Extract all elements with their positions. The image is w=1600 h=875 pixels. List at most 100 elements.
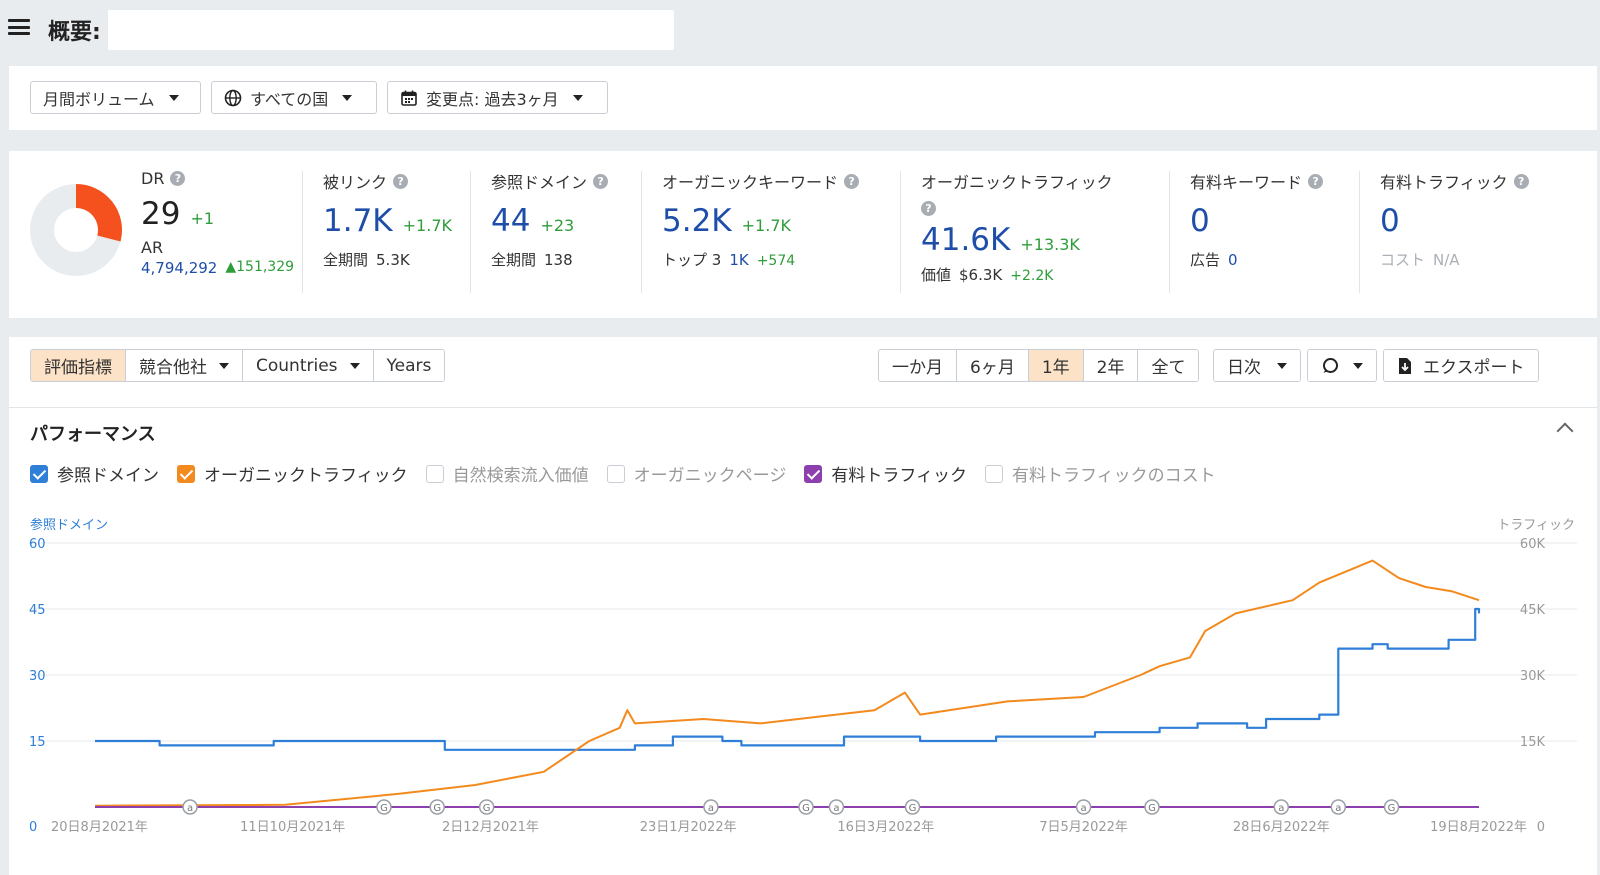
help-icon[interactable]: ? <box>844 173 860 189</box>
x-tick-label: 20日8月2021年 <box>51 820 148 835</box>
paid-traffic-sub-label: コスト <box>1380 251 1426 269</box>
legend-checkbox[interactable] <box>30 464 48 483</box>
annotation-marker <box>1273 799 1290 815</box>
annotation-label: a <box>187 803 193 814</box>
help-icon[interactable]: ? <box>170 171 186 186</box>
organic-traffic-label: オーガニックトラフィック <box>921 173 1113 192</box>
metric-paid-traffic: 有料トラフィック? 0 コスト N/A <box>1380 169 1570 295</box>
y-tick-right: 30K <box>1520 669 1546 684</box>
range-1month[interactable]: 一か月 <box>879 350 957 381</box>
refdomains-delta: +23 <box>540 216 575 235</box>
export-label: エクスポート <box>1423 358 1525 378</box>
chevron-up-icon[interactable] <box>1556 422 1574 440</box>
organic-traffic-sub-value: $6.3K <box>959 266 1003 284</box>
x-tick-label: 2日12月2021年 <box>442 820 539 835</box>
y-tick-left: 60 <box>29 537 46 552</box>
paid-traffic-sub-value: N/A <box>1433 251 1460 269</box>
legend-label: 有料トラフィック <box>831 466 968 486</box>
left-axis-title: 参照ドメイン <box>30 518 109 533</box>
range-all[interactable]: 全て <box>1138 350 1199 381</box>
legend-checkbox[interactable] <box>606 464 625 483</box>
tab-metrics[interactable]: 評価指標 <box>31 350 126 381</box>
y-tick-left: 0 <box>29 820 37 835</box>
organic-kw-delta: +1.7K <box>741 216 791 235</box>
legend-item[interactable]: 有料トラフィックのコスト <box>985 461 1216 486</box>
tab-competitors[interactable]: 競合他社 <box>126 350 243 381</box>
backlinks-value[interactable]: 1.7K <box>323 203 393 239</box>
annotation-marker <box>798 799 814 815</box>
organic-traffic-delta: +13.3K <box>1020 235 1080 254</box>
legend-item[interactable]: 有料トラフィック <box>804 461 967 486</box>
backlinks-delta: +1.7K <box>402 216 452 235</box>
help-icon[interactable]: ? <box>393 173 409 189</box>
top-bar: 概要: <box>0 0 1600 64</box>
paid-traffic-label: 有料トラフィック <box>1380 173 1508 192</box>
export-button[interactable]: エクスポート <box>1383 349 1539 382</box>
x-tick-label: 19日8月2022年 <box>1430 820 1527 835</box>
tab-countries[interactable]: Countries <box>243 350 374 381</box>
interval-label: 日次 <box>1227 358 1261 378</box>
metric-backlinks: 被リンク? 1.7K +1.7K 全期間 5.3K <box>323 169 473 295</box>
country-dropdown[interactable]: すべての国 <box>211 81 377 114</box>
dr-donut-chart <box>30 184 122 276</box>
annotation-marker <box>1075 799 1092 815</box>
organic-traffic-value[interactable]: 41.6K <box>921 222 1011 258</box>
annotation-marker <box>904 799 921 815</box>
range-6months[interactable]: 6ヶ月 <box>957 350 1029 381</box>
legend-item[interactable]: 参照ドメイン <box>30 461 159 486</box>
ar-delta: 151,329 <box>236 259 295 275</box>
annotation-label: a <box>708 803 714 814</box>
refdomains-sub-label: 全期間 <box>491 251 537 269</box>
x-tick-label: 23日1月2022年 <box>640 820 737 835</box>
range-2years[interactable]: 2年 <box>1083 350 1139 381</box>
legend-checkbox[interactable] <box>177 464 195 483</box>
chart-legend: 参照ドメイン オーガニックトラフィック 自然検索流入価値 オーガニックページ 有料トラフ… <box>30 461 1216 486</box>
menu-icon[interactable] <box>8 16 30 38</box>
url-input[interactable] <box>108 10 674 50</box>
help-icon[interactable]: ? <box>593 173 609 189</box>
comment-icon <box>1323 357 1338 373</box>
legend-label: 有料トラフィックのコスト <box>1012 466 1216 486</box>
chevron-down-icon <box>342 94 353 101</box>
organic-kw-label: オーガニックキーワード <box>662 173 839 192</box>
dr-label: DR <box>141 169 165 188</box>
annotation-dropdown[interactable] <box>1307 349 1377 382</box>
y-tick-right: 0 <box>1537 820 1545 835</box>
up-triangle-icon: ▲ <box>225 259 237 275</box>
legend-item[interactable]: 自然検索流入価値 <box>425 461 589 486</box>
refdomains-value[interactable]: 44 <box>491 203 531 239</box>
country-label: すべての国 <box>250 89 329 109</box>
compare-label: 変更点: 過去3ヶ月 <box>426 89 559 109</box>
x-tick-label: 16日3月2022年 <box>837 820 934 835</box>
compare-dropdown[interactable]: 変更点: 過去3ヶ月 <box>387 81 608 114</box>
y-tick-left: 30 <box>29 669 46 684</box>
range-1year[interactable]: 1年 <box>1028 350 1084 381</box>
organic-kw-value[interactable]: 5.2K <box>662 203 732 239</box>
backlinks-sub-value: 5.3K <box>376 251 410 269</box>
organic-kw-sub-value[interactable]: 1K <box>729 251 749 269</box>
legend-checkbox[interactable] <box>804 464 823 483</box>
help-icon[interactable]: ? <box>1513 173 1529 189</box>
paid-kw-value[interactable]: 0 <box>1190 203 1210 239</box>
paid-kw-sub-value[interactable]: 0 <box>1228 251 1238 269</box>
performance-chart[interactable]: 15 15K 30 30K 45 45K 60 60K 0 0 20日8月2021年 11日10月20… <box>9 537 1597 842</box>
legend-checkbox[interactable] <box>985 464 1004 483</box>
paid-traffic-value[interactable]: 0 <box>1380 203 1400 239</box>
metric-paid-keywords: 有料キーワード? 0 広告 0 <box>1190 169 1350 295</box>
annotation-label: G <box>909 803 917 814</box>
interval-dropdown[interactable]: 日次 <box>1213 349 1301 382</box>
chevron-down-icon <box>1353 362 1363 369</box>
chevron-down-icon <box>572 94 583 101</box>
organic-traffic-sub-delta: +2.2K <box>1010 268 1054 284</box>
volume-dropdown[interactable]: 月間ボリューム <box>30 81 201 114</box>
help-icon[interactable]: ? <box>1308 173 1324 189</box>
y-tick-right: 60K <box>1520 537 1546 552</box>
legend-item[interactable]: オーガニックトラフィック <box>177 461 408 486</box>
organic-kw-sub-delta: +574 <box>756 253 796 269</box>
legend-checkbox[interactable] <box>425 464 444 483</box>
legend-item[interactable]: オーガニックページ <box>606 461 786 486</box>
help-icon[interactable]: ? <box>921 201 936 216</box>
tab-years[interactable]: Years <box>373 350 445 381</box>
annotation-marker <box>478 799 495 815</box>
metric-organic-traffic: オーガニックトラフィック ? 41.6K +13.3K 価値 $6.3K +2.2K <box>921 169 1166 295</box>
